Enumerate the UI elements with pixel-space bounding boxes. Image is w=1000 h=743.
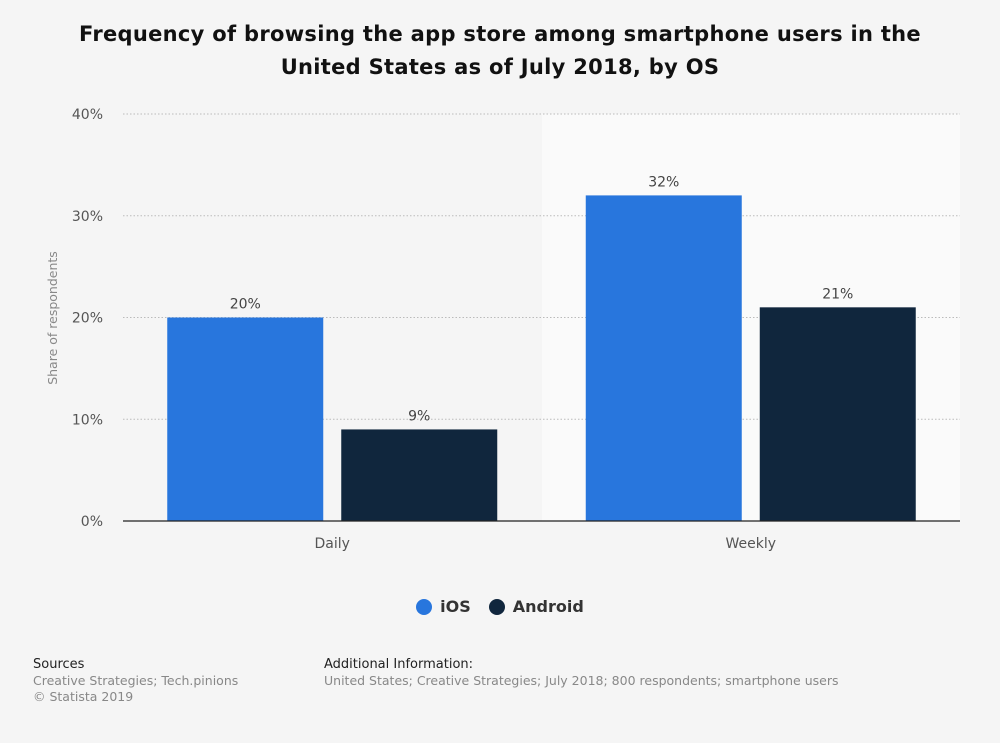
- legend-swatch-ios: [416, 598, 433, 615]
- legend-item-android[interactable]: Android: [488, 597, 584, 616]
- y-axis-label: Share of respondents: [45, 251, 60, 385]
- y-tick-label: 40%: [72, 107, 103, 123]
- y-tick-label: 20%: [72, 311, 103, 327]
- legend-item-ios[interactable]: iOS: [416, 597, 471, 616]
- bar-chart: 0% 10% 20% 30% 40% Share of respondents 20% 9…: [45, 107, 960, 552]
- data-label-android-weekly: 21%: [822, 286, 853, 302]
- x-axis-ticks: Daily Weekly: [315, 536, 776, 552]
- data-label-android-daily: 9%: [408, 408, 430, 424]
- sources-text[interactable]: Creative Strategies; Tech.pinions: [33, 673, 239, 688]
- sources-heading: Sources: [33, 657, 85, 672]
- copyright-text: © Statista 2019: [33, 689, 134, 704]
- data-label-ios-weekly: 32%: [648, 174, 679, 190]
- legend-swatch-android: [488, 598, 505, 615]
- chart-title: Frequency of browsing the app store amon…: [79, 22, 921, 79]
- x-tick-label-weekly: Weekly: [725, 536, 776, 552]
- y-axis-ticks: 0% 10% 20% 30% 40%: [72, 107, 103, 530]
- bar-android-daily[interactable]: [341, 429, 498, 521]
- y-tick-label: 0%: [81, 514, 103, 530]
- y-tick-label: 10%: [72, 412, 103, 428]
- additional-info-heading: Additional Information:: [324, 657, 474, 672]
- x-tick-label-daily: Daily: [315, 536, 350, 552]
- additional-info-text: United States; Creative Strategies; July…: [324, 673, 839, 688]
- additional-info-block: Additional Information: United States; C…: [324, 657, 838, 689]
- bars: 20% 9% 32% 21%: [167, 174, 916, 521]
- legend: iOS Android: [0, 597, 1000, 616]
- legend-label-ios: iOS: [440, 597, 471, 616]
- legend-label-android: Android: [512, 597, 584, 616]
- y-tick-label: 30%: [72, 209, 103, 225]
- bar-ios-daily[interactable]: [167, 317, 324, 522]
- sources-block: Sources Creative Strategies; Tech.pinion…: [33, 657, 238, 705]
- data-label-ios-daily: 20%: [230, 297, 261, 313]
- bar-android-weekly[interactable]: [759, 307, 916, 521]
- bar-ios-weekly[interactable]: [585, 195, 742, 521]
